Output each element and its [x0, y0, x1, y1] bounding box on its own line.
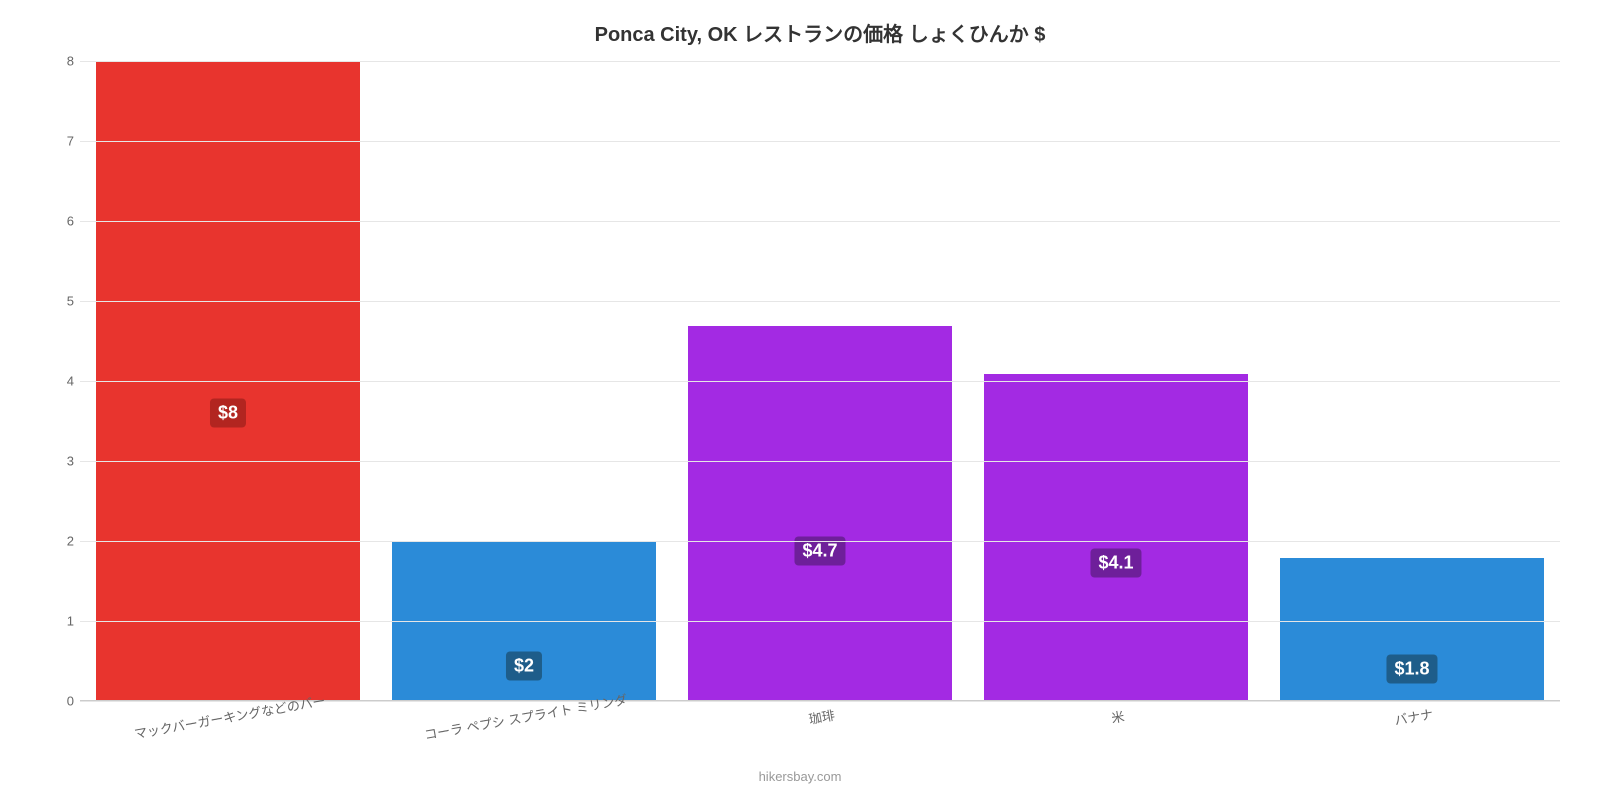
x-tick-label: 珈琲: [807, 705, 836, 728]
grid-line: [80, 541, 1560, 542]
y-tick-label: 8: [50, 54, 74, 69]
bar: [983, 373, 1249, 701]
grid-line: [80, 301, 1560, 302]
y-tick-label: 3: [50, 454, 74, 469]
bar-value-label: $2: [506, 651, 542, 680]
y-tick-label: 5: [50, 294, 74, 309]
grid-line: [80, 381, 1560, 382]
x-tick-label: バナナ: [1393, 704, 1435, 729]
attribution-text: hikersbay.com: [759, 769, 842, 784]
y-tick-label: 0: [50, 694, 74, 709]
grid-line: [80, 221, 1560, 222]
grid-line: [80, 61, 1560, 62]
bar-value-label: $4.1: [1090, 549, 1141, 578]
y-tick-label: 1: [50, 614, 74, 629]
grid-line: [80, 621, 1560, 622]
grid-line: [80, 141, 1560, 142]
bar-value-label: $8: [210, 399, 246, 428]
price-bar-chart: Ponca City, OK レストランの価格 しょくひんか $ $8 $2 $4.…: [0, 0, 1600, 800]
y-tick-label: 4: [50, 374, 74, 389]
plot-area: $8$2$4.7$4.1$1.8 012345678: [80, 61, 1560, 701]
chart-title: Ponca City, OK レストランの価格 しょくひんか $: [80, 18, 1560, 47]
y-tick-label: 7: [50, 134, 74, 149]
x-tick-label: 米: [1110, 706, 1126, 727]
bar-value-label: $1.8: [1386, 655, 1437, 684]
grid-line: [80, 461, 1560, 462]
y-tick-label: 2: [50, 534, 74, 549]
y-tick-label: 6: [50, 214, 74, 229]
x-axis-labels: マックバーガーキングなどのバーコーラ ペプシ スプライト ミリンダ珈琲米バナナ: [80, 701, 1560, 751]
